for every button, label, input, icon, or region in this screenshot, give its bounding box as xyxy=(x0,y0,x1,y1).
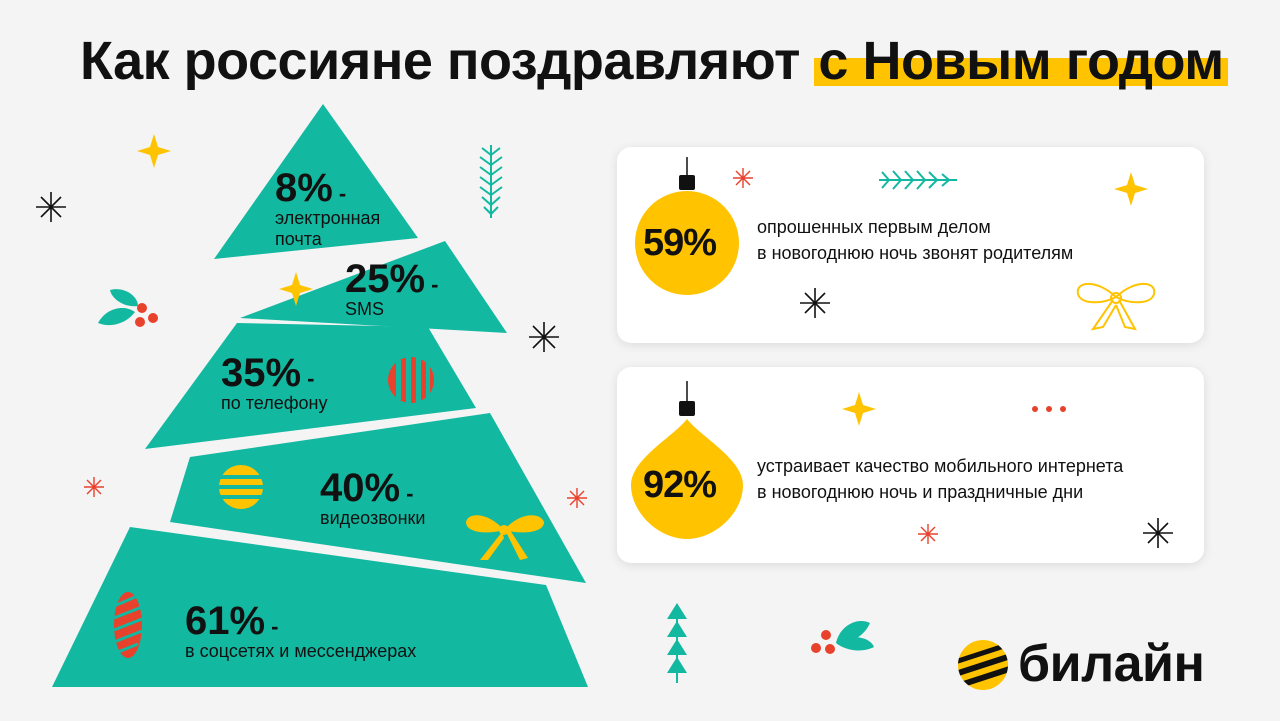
snowflake-icon xyxy=(529,322,559,352)
tier-desc: видеозвонки xyxy=(320,508,426,528)
tier-label-sms: 25% - SMS xyxy=(345,259,439,320)
stat-line: опрошенных первым делом xyxy=(757,217,991,237)
tier-pct: 40% xyxy=(320,466,401,510)
snowflake-icon xyxy=(84,477,104,497)
snowflake-icon xyxy=(36,192,66,222)
mini-tree-icon xyxy=(667,603,687,683)
tree-tier-3 xyxy=(145,323,476,449)
snowflake-icon xyxy=(567,488,587,508)
fir-branch-icon xyxy=(479,145,503,218)
sparkle-icon xyxy=(137,134,171,168)
fir-branch-icon xyxy=(879,170,957,190)
tier-desc: почта xyxy=(275,229,322,249)
tier-dash: - xyxy=(332,181,347,206)
card-decor xyxy=(635,157,1156,331)
tier-pct: 8% xyxy=(275,166,333,210)
stat-percent: 92% xyxy=(643,464,717,506)
ornament-ball-icon xyxy=(388,357,434,403)
bow-icon xyxy=(466,515,544,560)
ornament-ball-icon xyxy=(631,381,743,539)
tier-dash: - xyxy=(425,272,439,297)
christmas-tree xyxy=(36,104,588,687)
snowflake-icon xyxy=(733,168,753,188)
stat-description: устраивает качество мобильного интернета… xyxy=(757,453,1123,505)
stat-line: устраивает качество мобильного интернета xyxy=(757,456,1124,476)
stat-line: в новогоднюю ночь и праздничные дни xyxy=(757,482,1084,502)
title-highlight: с Новым годом xyxy=(814,31,1228,91)
sparkle-icon xyxy=(279,272,313,306)
stat-card-parents: 59% опрошенных первым делом в новогоднюю… xyxy=(617,147,1204,343)
tier-desc: электронная xyxy=(275,208,381,228)
snowflake-icon xyxy=(800,288,830,318)
page-title: Как россияне поздравляют с Новым годом xyxy=(80,28,1228,94)
tier-label-phone: 35% - по телефону xyxy=(221,353,328,414)
tier-dash: - xyxy=(265,614,279,639)
tier-pct: 25% xyxy=(345,257,426,301)
ornament-ball-icon xyxy=(113,592,143,658)
tier-desc: в соцсетях и мессенджерах xyxy=(185,641,417,661)
tier-desc: по телефону xyxy=(221,393,328,413)
tree-tier-4 xyxy=(170,413,586,583)
tree-tier-2 xyxy=(240,241,507,333)
bow-icon xyxy=(1076,282,1156,331)
bottom-decor xyxy=(667,603,874,683)
stat-description: опрошенных первым делом в новогоднюю ноч… xyxy=(757,214,1073,266)
tree-tier-1 xyxy=(214,104,418,259)
tier-label-email: 8% - электронная почта xyxy=(275,168,380,250)
stat-percent: 59% xyxy=(643,222,717,264)
tier-pct: 61% xyxy=(185,599,266,643)
dots-decoration xyxy=(1032,406,1066,412)
holly-berries-icon xyxy=(811,621,874,654)
stat-line: в новогоднюю ночь звонят родителям xyxy=(757,243,1074,263)
sparkle-icon xyxy=(1114,172,1148,206)
tier-label-social: 61% - в соцсетях и мессенджерах xyxy=(185,601,416,662)
beeline-logo-icon xyxy=(958,640,1008,690)
stat-card-internet: 92% устраивает качество мобильного интер… xyxy=(617,367,1204,563)
brand-name: билайн xyxy=(1018,635,1205,693)
tier-dash: - xyxy=(301,366,315,391)
tier-dash: - xyxy=(400,481,414,506)
snowflake-icon xyxy=(1143,518,1173,548)
tier-pct: 35% xyxy=(221,351,302,395)
tier-desc: SMS xyxy=(345,299,385,319)
ornament-ball-icon xyxy=(218,465,264,509)
tier-label-video: 40% - видеозвонки xyxy=(320,468,425,529)
tree-tier-5 xyxy=(52,527,588,687)
ornament-ball-icon xyxy=(635,157,739,295)
snowflake-icon xyxy=(918,524,938,544)
holly-berries-icon xyxy=(98,289,158,327)
card-decor xyxy=(631,381,1173,548)
sparkle-icon xyxy=(842,392,876,426)
title-main: Как россияне поздравляют xyxy=(80,31,800,91)
